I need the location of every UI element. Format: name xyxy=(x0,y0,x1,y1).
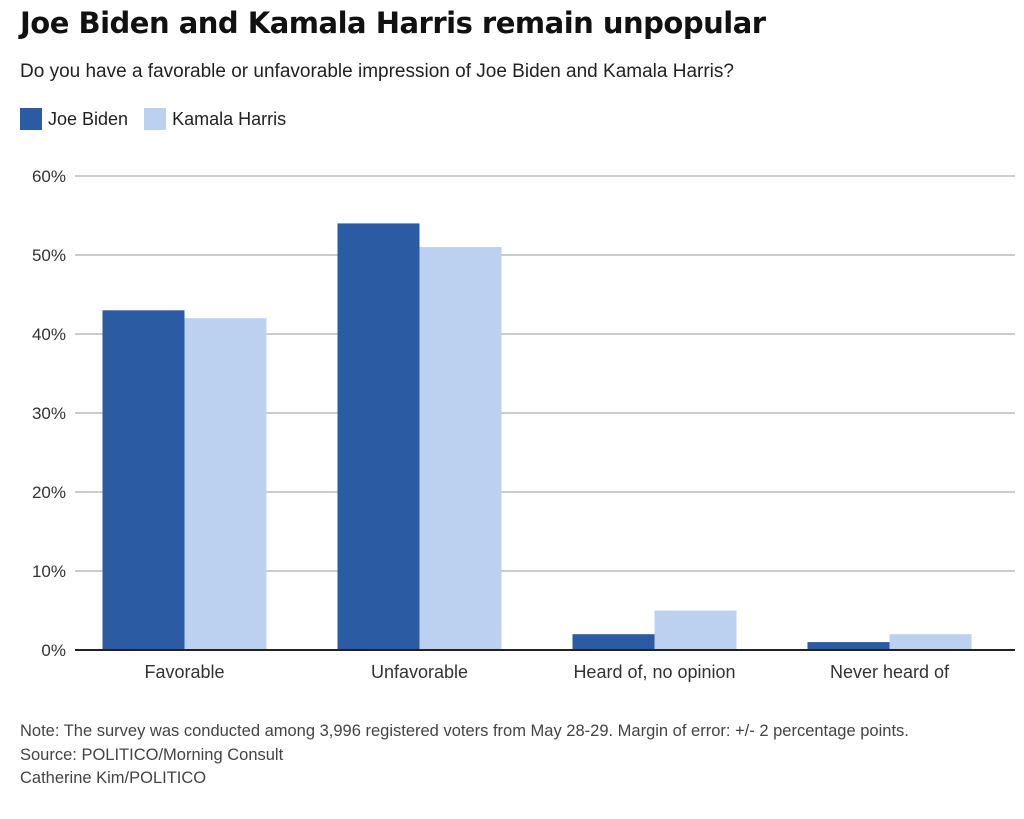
legend-item-harris: Kamala Harris xyxy=(144,108,286,130)
y-tick-label: 50% xyxy=(32,246,66,265)
bar-biden xyxy=(102,310,185,650)
bar-harris xyxy=(419,247,502,650)
legend-swatch-biden xyxy=(20,108,42,130)
x-tick-label: Heard of, no opinion xyxy=(573,662,735,682)
bar-biden xyxy=(572,634,655,650)
legend-item-biden: Joe Biden xyxy=(20,108,128,130)
legend-label-harris: Kamala Harris xyxy=(172,108,287,129)
survey-note: Note: The survey was conducted among 3,9… xyxy=(20,722,909,740)
chart-subtitle: Do you have a favorable or unfavorable i… xyxy=(20,61,734,82)
legend: Joe Biden Kamala Harris xyxy=(20,108,302,130)
bar-chart: 0% 10% 20% 30% 40% 50% 60% Favorable Unfavorable… xyxy=(32,167,1015,682)
chart-title: Joe Biden and Kamala Harris remain unpop… xyxy=(20,6,766,40)
chart-notes: Note: The survey was conducted among 3,9… xyxy=(20,720,1005,791)
x-tick-label: Favorable xyxy=(144,662,224,682)
legend-label-biden: Joe Biden xyxy=(48,108,129,129)
y-tick-label: 40% xyxy=(32,325,66,344)
bar-biden xyxy=(337,223,420,650)
bar-biden xyxy=(807,642,890,650)
bar-harris xyxy=(654,610,737,650)
source-line: Source: POLITICO/Morning Consult xyxy=(20,745,284,764)
y-tick-label: 10% xyxy=(32,562,66,581)
credit-line: Catherine Kim/POLITICO xyxy=(20,769,207,787)
x-tick-label: Unfavorable xyxy=(371,662,468,682)
y-tick-label: 0% xyxy=(41,641,66,660)
y-tick-label: 60% xyxy=(32,167,66,186)
y-tick-label: 30% xyxy=(32,404,66,423)
legend-swatch-harris xyxy=(144,108,167,130)
x-tick-label: Never heard of xyxy=(830,662,950,682)
bar-harris xyxy=(184,318,267,650)
y-tick-label: 20% xyxy=(32,483,66,502)
bar-harris xyxy=(889,634,972,650)
